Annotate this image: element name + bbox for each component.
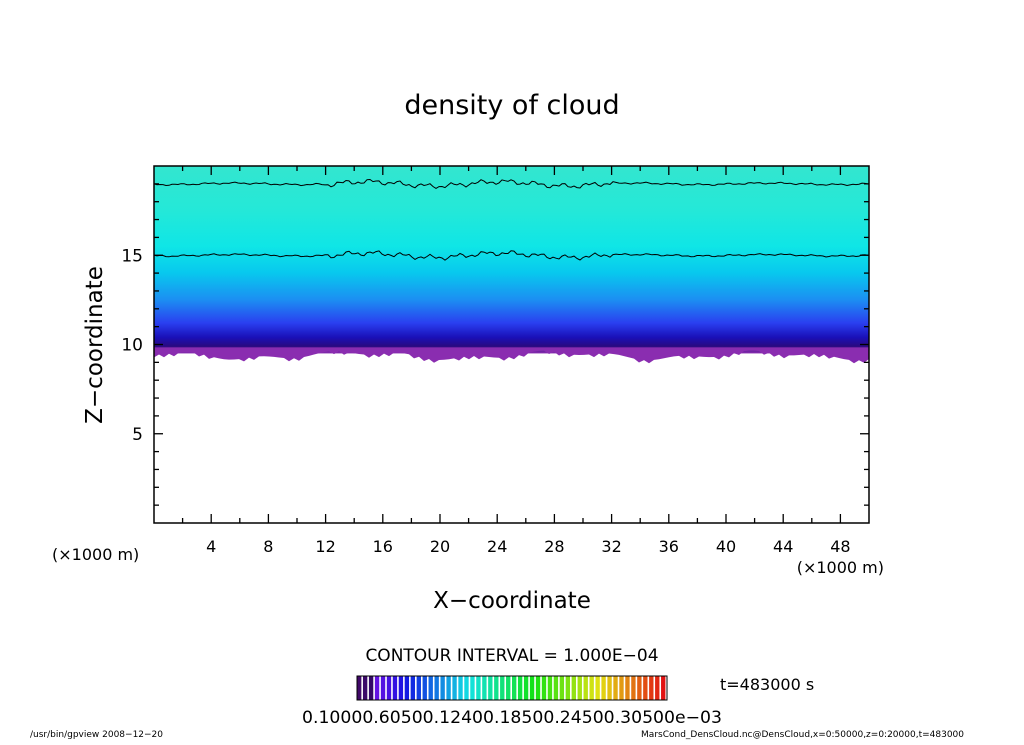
- colorbar-swatch: [440, 676, 445, 700]
- colorbar-swatch: [470, 676, 475, 700]
- footer-left: /usr/bin/gpview 2008−12−20: [30, 730, 163, 740]
- x-tick-label: 36: [659, 537, 679, 556]
- colorbar-swatch: [482, 676, 487, 700]
- x-tick-label: 16: [373, 537, 393, 556]
- colorbar-swatch: [506, 676, 511, 700]
- colorbar-swatch: [476, 676, 481, 700]
- colorbar-swatch: [607, 676, 612, 700]
- y-axis: 5 10 15: [121, 183, 869, 506]
- colorbar-swatch: [374, 676, 380, 700]
- colorbar-swatch: [398, 676, 404, 700]
- colorbar-swatch: [583, 676, 588, 700]
- colorbar-swatch: [362, 676, 368, 700]
- x-tick-label: 40: [716, 537, 736, 556]
- time-label: t=483000 s: [720, 675, 814, 694]
- colorbar-swatch: [619, 676, 624, 700]
- colorbar-swatch: [494, 676, 499, 700]
- plot-area: [154, 166, 869, 364]
- colorbar-swatch: [547, 676, 553, 700]
- x-tick-label: 4: [206, 537, 216, 556]
- x-tick-label: 28: [544, 537, 564, 556]
- chart-title: density of cloud: [404, 90, 619, 121]
- contour-line: [154, 250, 869, 261]
- colorbar-swatch: [446, 676, 451, 700]
- colorbar-swatch: [512, 676, 517, 700]
- x-tick-label: 24: [487, 537, 507, 556]
- colorbar-swatch: [392, 676, 398, 700]
- colorbar-swatch: [404, 676, 410, 700]
- colorbar-swatch: [410, 676, 416, 700]
- y-tick-label: 5: [132, 425, 143, 445]
- cloud-density-field: [154, 166, 869, 354]
- colorbar-swatch: [541, 676, 547, 700]
- colorbar-swatch: [595, 676, 600, 700]
- colorbar-swatch: [488, 676, 493, 700]
- colorbar-swatch: [601, 676, 606, 700]
- colorbar-swatch: [643, 676, 648, 700]
- colorbar-swatch: [535, 676, 541, 700]
- contour-lines: [154, 178, 869, 261]
- colorbar-border: [356, 675, 668, 701]
- y-tick-label: 10: [121, 336, 143, 356]
- colorbar-swatch: [625, 676, 630, 700]
- x-tick-label: 44: [773, 537, 793, 556]
- colorbar-swatch: [357, 676, 362, 700]
- colorbar-swatch: [655, 676, 660, 700]
- x-axis: 4 8 12 16 20 24 28 32 36 40 44 48: [181, 166, 851, 556]
- x-tick-label: 48: [830, 537, 850, 556]
- contour-line: [154, 178, 869, 189]
- colorbar-swatch: [523, 676, 529, 700]
- colorbar-swatch: [458, 676, 463, 700]
- colorbar-swatch: [559, 676, 565, 700]
- colorbar-swatch: [649, 676, 654, 700]
- colorbar-segments: [356, 675, 668, 701]
- colorbar-swatch: [631, 676, 636, 700]
- colorbar-swatch: [422, 676, 427, 700]
- colorbar-swatch: [517, 676, 523, 700]
- colorbar-swatch: [416, 676, 421, 700]
- colorbar-tick-labels: 0.10000.60500.12400.18500.24500.30500e−0…: [302, 708, 722, 728]
- colorbar-swatch: [553, 676, 559, 700]
- x-tick-label: 8: [263, 537, 273, 556]
- colorbar-swatch: [464, 676, 469, 700]
- x-unit-left: (×1000 m): [52, 545, 139, 564]
- colorbar-swatch: [428, 676, 433, 700]
- colorbar-swatch: [452, 676, 457, 700]
- cloud-base-edge: [154, 347, 869, 364]
- contour-interval-label: CONTOUR INTERVAL = 1.000E−04: [365, 646, 658, 666]
- colorbar-swatch: [434, 676, 439, 700]
- x-tick-label: 12: [315, 537, 335, 556]
- x-tick-label: 20: [430, 537, 450, 556]
- colorbar-swatch: [577, 676, 582, 700]
- x-unit-right: (×1000 m): [797, 558, 884, 577]
- x-axis-label: X−coordinate: [433, 588, 591, 614]
- footer-right: MarsCond_DensCloud.nc@DensCloud,x=0:5000…: [641, 730, 964, 740]
- y-axis-label: Z−coordinate: [82, 266, 108, 424]
- colorbar-swatch: [529, 676, 535, 700]
- y-tick-label: 15: [121, 246, 143, 266]
- colorbar-swatch: [571, 676, 576, 700]
- colorbar-swatch: [565, 676, 571, 700]
- colorbar-swatch: [500, 676, 505, 700]
- colorbar-swatch: [637, 676, 642, 700]
- colorbar-swatch: [661, 676, 666, 700]
- colorbar-swatch: [613, 676, 618, 700]
- colorbar-swatch: [368, 676, 374, 700]
- colorbar-swatch: [386, 676, 392, 700]
- colorbar-swatch: [380, 676, 386, 700]
- x-tick-label: 32: [601, 537, 621, 556]
- colorbar-swatch: [589, 676, 594, 700]
